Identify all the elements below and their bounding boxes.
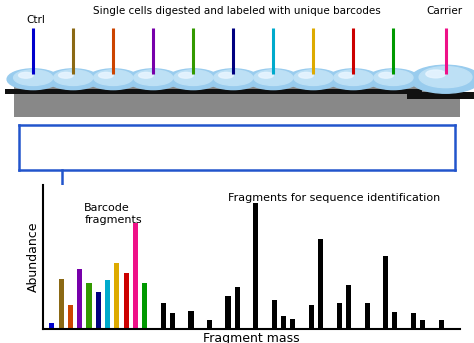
Bar <box>281 316 286 329</box>
Bar <box>14 83 460 117</box>
Bar <box>86 283 91 329</box>
Circle shape <box>299 72 313 78</box>
Bar <box>114 263 119 329</box>
Bar <box>253 203 258 329</box>
Circle shape <box>247 69 300 90</box>
Y-axis label: Abundance: Abundance <box>27 222 40 293</box>
Circle shape <box>7 69 59 90</box>
Text: Fragments for sequence identification: Fragments for sequence identification <box>228 193 440 203</box>
Circle shape <box>87 69 139 90</box>
Circle shape <box>287 69 339 90</box>
Circle shape <box>374 70 413 85</box>
Bar <box>84 89 142 94</box>
Bar <box>125 89 182 94</box>
Text: Combined for standard TMT LCMS Analysis: Combined for standard TMT LCMS Analysis <box>76 185 300 195</box>
Circle shape <box>339 72 354 78</box>
Text: Single cells digested and labeled with unique barcodes: Single cells digested and labeled with u… <box>93 5 381 16</box>
Circle shape <box>127 69 179 90</box>
Circle shape <box>167 69 219 90</box>
Bar <box>407 92 474 99</box>
Circle shape <box>410 65 474 93</box>
Circle shape <box>219 72 233 78</box>
Bar <box>105 280 110 329</box>
Bar <box>68 305 73 329</box>
Bar <box>272 300 277 329</box>
Circle shape <box>47 69 99 90</box>
Circle shape <box>139 72 153 78</box>
Bar <box>411 313 416 329</box>
Bar <box>309 305 314 329</box>
Circle shape <box>419 67 472 88</box>
Bar <box>49 323 55 329</box>
Circle shape <box>334 70 373 85</box>
Bar <box>170 313 175 329</box>
Bar <box>77 269 82 329</box>
Bar <box>420 320 425 329</box>
Bar <box>365 89 422 94</box>
Bar <box>439 320 444 329</box>
Bar <box>285 89 342 94</box>
Circle shape <box>59 72 73 78</box>
Circle shape <box>214 70 253 85</box>
Circle shape <box>99 72 113 78</box>
Circle shape <box>18 72 33 78</box>
Bar <box>207 320 212 329</box>
Circle shape <box>179 72 193 78</box>
X-axis label: Fragment mass: Fragment mass <box>203 332 300 343</box>
Bar <box>96 292 101 329</box>
Circle shape <box>379 72 393 78</box>
Circle shape <box>254 70 293 85</box>
Circle shape <box>174 70 213 85</box>
Circle shape <box>259 72 273 78</box>
Bar <box>235 287 240 329</box>
Bar <box>318 239 323 329</box>
Bar <box>346 285 351 329</box>
Bar <box>383 256 388 329</box>
Bar <box>124 273 128 329</box>
Bar <box>14 75 460 85</box>
Bar <box>189 311 193 329</box>
Text: Carrier: Carrier <box>426 5 462 16</box>
Circle shape <box>134 70 173 85</box>
Bar <box>5 89 62 94</box>
Circle shape <box>294 70 333 85</box>
Circle shape <box>207 69 259 90</box>
Bar <box>205 89 262 94</box>
Circle shape <box>367 69 419 90</box>
Circle shape <box>54 70 93 85</box>
Bar <box>337 303 342 329</box>
Circle shape <box>426 70 446 78</box>
Bar <box>365 303 370 329</box>
Bar <box>161 303 166 329</box>
Text: Barcode
fragments: Barcode fragments <box>84 203 142 225</box>
Bar <box>245 89 302 94</box>
Bar <box>45 89 102 94</box>
Bar <box>59 279 64 329</box>
Text: Ctrl: Ctrl <box>26 14 45 25</box>
Bar <box>392 312 397 329</box>
Circle shape <box>328 69 380 90</box>
Bar <box>164 89 222 94</box>
Circle shape <box>14 70 53 85</box>
Bar <box>226 296 230 329</box>
Circle shape <box>94 70 133 85</box>
Bar <box>325 89 382 94</box>
Bar <box>142 283 147 329</box>
Bar <box>133 223 138 329</box>
Bar <box>291 319 295 329</box>
